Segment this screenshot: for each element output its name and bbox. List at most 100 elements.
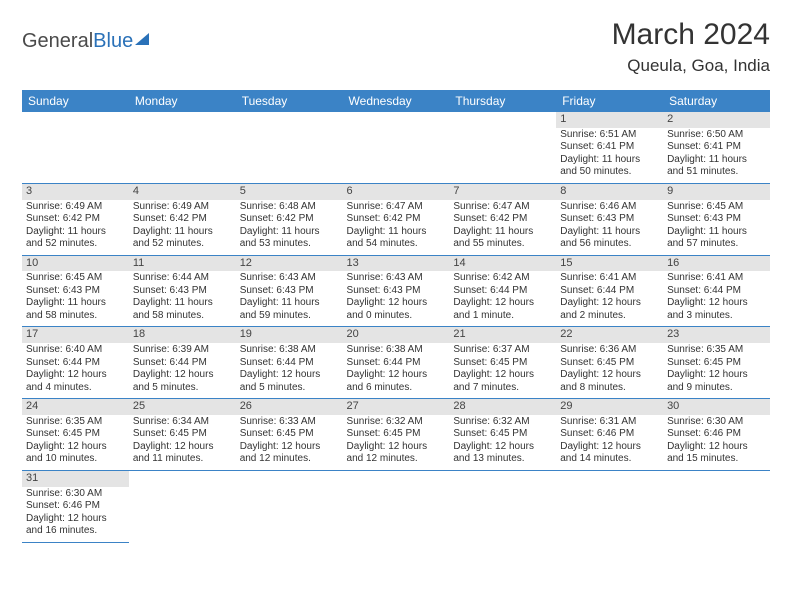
daylight-line: Daylight: 12 hours and 1 minute. [453,297,552,322]
calendar-row: 24Sunrise: 6:35 AMSunset: 6:45 PMDayligh… [22,399,770,471]
sunset-line: Sunset: 6:44 PM [240,357,339,370]
weekday-monday: Monday [129,90,236,112]
day-number: 19 [236,327,343,343]
sunrise-line: Sunrise: 6:38 AM [240,344,339,357]
daylight-line: Daylight: 11 hours and 55 minutes. [453,226,552,251]
sunrise-line: Sunrise: 6:36 AM [560,344,659,357]
sunset-line: Sunset: 6:43 PM [26,285,125,298]
sunrise-line: Sunrise: 6:35 AM [26,416,125,429]
day-number: 6 [343,184,450,200]
sunset-line: Sunset: 6:45 PM [560,357,659,370]
sunrise-line: Sunrise: 6:33 AM [240,416,339,429]
day-number: 5 [236,184,343,200]
calendar-cell [343,112,450,183]
logo-text-blue: Blue [93,30,133,53]
calendar-cell: 5Sunrise: 6:48 AMSunset: 6:42 PMDaylight… [236,183,343,255]
sunset-line: Sunset: 6:42 PM [240,213,339,226]
daylight-line: Daylight: 11 hours and 52 minutes. [26,226,125,251]
sunrise-line: Sunrise: 6:31 AM [560,416,659,429]
sunset-line: Sunset: 6:43 PM [667,213,766,226]
sunrise-line: Sunrise: 6:51 AM [560,129,659,142]
logo-text-general: General [22,30,93,53]
day-number: 28 [449,399,556,415]
location: Queula, Goa, India [612,56,770,76]
sunrise-line: Sunrise: 6:49 AM [133,201,232,214]
calendar-cell: 2Sunrise: 6:50 AMSunset: 6:41 PMDaylight… [663,112,770,183]
sunset-line: Sunset: 6:41 PM [560,141,659,154]
calendar-cell [343,470,450,542]
calendar-cell: 7Sunrise: 6:47 AMSunset: 6:42 PMDaylight… [449,183,556,255]
sunset-line: Sunset: 6:44 PM [667,285,766,298]
daylight-line: Daylight: 12 hours and 13 minutes. [453,441,552,466]
calendar-head: SundayMondayTuesdayWednesdayThursdayFrid… [22,90,770,112]
sunset-line: Sunset: 6:45 PM [667,357,766,370]
sunset-line: Sunset: 6:46 PM [667,428,766,441]
sunset-line: Sunset: 6:41 PM [667,141,766,154]
flag-icon [135,33,149,45]
daylight-line: Daylight: 12 hours and 14 minutes. [560,441,659,466]
calendar-cell: 4Sunrise: 6:49 AMSunset: 6:42 PMDaylight… [129,183,236,255]
calendar-cell: 24Sunrise: 6:35 AMSunset: 6:45 PMDayligh… [22,399,129,471]
daylight-line: Daylight: 12 hours and 6 minutes. [347,369,446,394]
sunset-line: Sunset: 6:42 PM [347,213,446,226]
header: GeneralBlue March 2024 Queula, Goa, Indi… [22,18,770,76]
calendar-cell: 6Sunrise: 6:47 AMSunset: 6:42 PMDaylight… [343,183,450,255]
calendar-cell: 21Sunrise: 6:37 AMSunset: 6:45 PMDayligh… [449,327,556,399]
daylight-line: Daylight: 12 hours and 10 minutes. [26,441,125,466]
daylight-line: Daylight: 12 hours and 15 minutes. [667,441,766,466]
calendar-cell: 30Sunrise: 6:30 AMSunset: 6:46 PMDayligh… [663,399,770,471]
calendar-cell [449,112,556,183]
daylight-line: Daylight: 12 hours and 11 minutes. [133,441,232,466]
sunrise-line: Sunrise: 6:49 AM [26,201,125,214]
calendar-cell [236,112,343,183]
day-number: 9 [663,184,770,200]
calendar-cell: 27Sunrise: 6:32 AMSunset: 6:45 PMDayligh… [343,399,450,471]
calendar-cell: 31Sunrise: 6:30 AMSunset: 6:46 PMDayligh… [22,470,129,542]
day-number: 2 [663,112,770,128]
day-number: 29 [556,399,663,415]
daylight-line: Daylight: 11 hours and 58 minutes. [133,297,232,322]
sunset-line: Sunset: 6:43 PM [347,285,446,298]
day-number: 30 [663,399,770,415]
sunrise-line: Sunrise: 6:40 AM [26,344,125,357]
sunset-line: Sunset: 6:42 PM [26,213,125,226]
sunrise-line: Sunrise: 6:42 AM [453,272,552,285]
daylight-line: Daylight: 12 hours and 7 minutes. [453,369,552,394]
calendar-cell: 9Sunrise: 6:45 AMSunset: 6:43 PMDaylight… [663,183,770,255]
sunrise-line: Sunrise: 6:32 AM [453,416,552,429]
sunset-line: Sunset: 6:43 PM [560,213,659,226]
day-number: 25 [129,399,236,415]
sunrise-line: Sunrise: 6:30 AM [26,488,125,501]
daylight-line: Daylight: 12 hours and 8 minutes. [560,369,659,394]
sunrise-line: Sunrise: 6:43 AM [347,272,446,285]
day-number: 11 [129,256,236,272]
calendar-cell: 26Sunrise: 6:33 AMSunset: 6:45 PMDayligh… [236,399,343,471]
sunset-line: Sunset: 6:46 PM [26,500,125,513]
daylight-line: Daylight: 11 hours and 53 minutes. [240,226,339,251]
sunrise-line: Sunrise: 6:45 AM [26,272,125,285]
daylight-line: Daylight: 11 hours and 57 minutes. [667,226,766,251]
weekday-thursday: Thursday [449,90,556,112]
calendar-cell: 17Sunrise: 6:40 AMSunset: 6:44 PMDayligh… [22,327,129,399]
title-block: March 2024 Queula, Goa, India [612,18,770,76]
weekday-sunday: Sunday [22,90,129,112]
daylight-line: Daylight: 11 hours and 59 minutes. [240,297,339,322]
calendar-cell [129,112,236,183]
sunrise-line: Sunrise: 6:43 AM [240,272,339,285]
calendar-row: 1Sunrise: 6:51 AMSunset: 6:41 PMDaylight… [22,112,770,183]
day-number: 17 [22,327,129,343]
sunrise-line: Sunrise: 6:39 AM [133,344,232,357]
calendar-cell: 28Sunrise: 6:32 AMSunset: 6:45 PMDayligh… [449,399,556,471]
sunset-line: Sunset: 6:45 PM [347,428,446,441]
sunrise-line: Sunrise: 6:44 AM [133,272,232,285]
sunset-line: Sunset: 6:44 PM [347,357,446,370]
day-number: 3 [22,184,129,200]
sunset-line: Sunset: 6:43 PM [240,285,339,298]
day-number: 31 [22,471,129,487]
sunrise-line: Sunrise: 6:47 AM [453,201,552,214]
sunset-line: Sunset: 6:44 PM [26,357,125,370]
calendar-cell [556,470,663,542]
sunset-line: Sunset: 6:45 PM [453,357,552,370]
calendar-body: 1Sunrise: 6:51 AMSunset: 6:41 PMDaylight… [22,112,770,542]
day-number: 8 [556,184,663,200]
